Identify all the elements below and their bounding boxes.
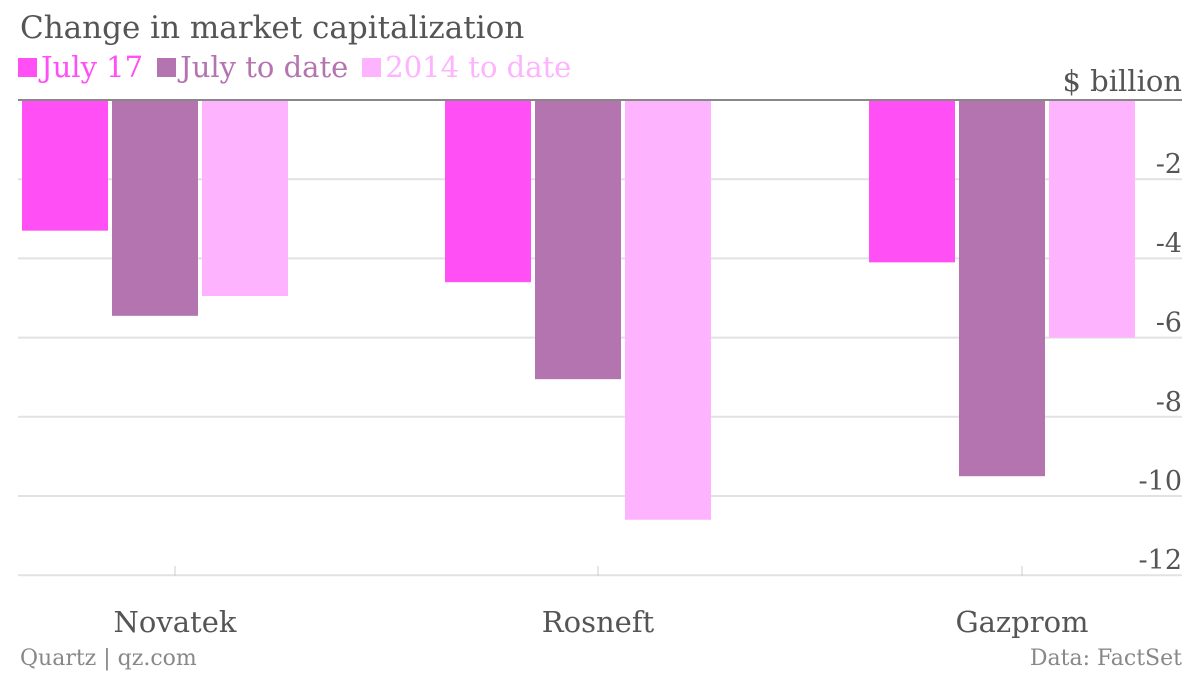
- y-tick-label: -2: [1156, 149, 1182, 180]
- x-category-label: Rosneft: [542, 605, 655, 639]
- legend-item-july-17: July 17: [18, 50, 143, 84]
- legend-item-2014-to-date: 2014 to date: [362, 50, 571, 84]
- y-axis-unit-label: $ billion: [1062, 64, 1182, 98]
- chart-legend: July 17 July to date 2014 to date: [18, 50, 585, 84]
- y-tick-label: -6: [1156, 308, 1182, 339]
- legend-label-july-to-date: July to date: [180, 50, 349, 84]
- bar: [959, 100, 1045, 477]
- footer-source-left: Quartz | qz.com: [20, 646, 197, 671]
- bar: [625, 100, 711, 520]
- legend-label-2014-to-date: 2014 to date: [385, 50, 572, 84]
- y-tick-label: -8: [1156, 387, 1182, 418]
- legend-label-july-17: July 17: [41, 50, 144, 84]
- legend-item-july-to-date: July to date: [157, 50, 348, 84]
- bar: [869, 100, 955, 263]
- bar: [22, 100, 108, 231]
- y-tick-label: -10: [1139, 466, 1182, 497]
- bar: [535, 100, 621, 380]
- bar: [112, 100, 198, 316]
- bar: [202, 100, 288, 297]
- bar: [445, 100, 531, 283]
- x-category-label: Novatek: [114, 605, 237, 639]
- bar: [1049, 100, 1135, 338]
- legend-swatch-july-17: [18, 57, 37, 77]
- footer-source-right: Data: FactSet: [1029, 646, 1182, 671]
- legend-swatch-july-to-date: [157, 57, 177, 77]
- y-tick-label: -12: [1139, 545, 1182, 576]
- y-tick-label: -4: [1156, 228, 1182, 259]
- chart-title: Change in market capitalization: [20, 10, 525, 46]
- x-category-label: Gazprom: [955, 605, 1088, 639]
- legend-swatch-2014-to-date: [362, 57, 382, 77]
